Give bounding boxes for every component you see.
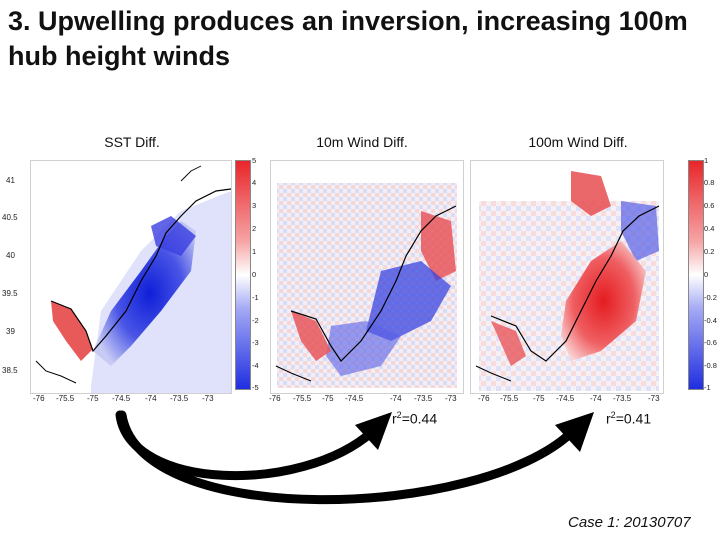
cb-tick: 0.6	[704, 201, 715, 210]
wind100m-x-tick: -74	[590, 394, 602, 403]
colorbar-10m-ticks: 5 4 3 2 1 0 -1 -2 -3 -4 -5	[252, 156, 278, 392]
cb-tick: -1	[704, 383, 711, 392]
arrow-sst-to-10m	[115, 410, 377, 481]
cb-tick: 1	[252, 247, 257, 256]
sst-x-tick: -75.5	[56, 394, 75, 403]
r2-value: =0.41	[615, 410, 652, 427]
wind10m-diff-map	[270, 160, 464, 394]
cb-tick: 0.4	[704, 224, 715, 233]
wind100m-x-tick: -75	[533, 394, 545, 403]
cb-tick: 3	[252, 201, 257, 210]
r2-100m: r2=0.41	[606, 410, 651, 427]
arrow-head-100m	[555, 412, 594, 452]
slide-title: 3. Upwelling produces an inversion, incr…	[8, 6, 688, 71]
cb-tick: -0.4	[704, 316, 717, 325]
sst-y-tick: 40.5	[2, 213, 18, 222]
wind10m-x-tick: -75.5	[293, 394, 312, 403]
sst-x-tick: -73	[202, 394, 214, 403]
wind10m-x-tick: -74.5	[345, 394, 364, 403]
wind10m-x-tick: -73.5	[414, 394, 433, 403]
cb-tick: 1	[704, 156, 709, 165]
wind100m-x-tick: -75.5	[500, 394, 519, 403]
sst-y-tick: 40	[6, 251, 15, 260]
sst-y-tick: 39	[6, 327, 15, 336]
sst-diff-map	[30, 160, 232, 394]
sst-y-tick: 38.5	[2, 366, 18, 375]
panel-label-sst: SST Diff.	[104, 134, 160, 150]
cb-tick: 2	[252, 224, 257, 233]
wind100m-x-tick: -74.5	[556, 394, 575, 403]
r2-value: =0.44	[401, 410, 438, 427]
cb-tick: -4	[252, 361, 259, 370]
cb-tick: 4	[252, 178, 257, 187]
wind100m-x-tick: -76	[478, 394, 490, 403]
r2-10m: r2=0.44	[392, 410, 437, 427]
panel-label-100m: 100m Wind Diff.	[528, 134, 628, 150]
wind10m-x-tick: -75	[322, 394, 334, 403]
cb-tick: -2	[252, 316, 259, 325]
sst-x-tick: -76	[33, 394, 45, 403]
r2-symbol: r	[606, 410, 611, 427]
case-label: Case 1: 20130707	[568, 514, 691, 531]
r2-exp: 2	[396, 410, 402, 420]
wind100m-x-tick: -73	[648, 394, 660, 403]
wind10m-x-tick: -74	[390, 394, 402, 403]
cb-tick: -0.6	[704, 338, 717, 347]
colorbar-100m	[688, 160, 704, 390]
panel-label-10m: 10m Wind Diff.	[316, 134, 408, 150]
cb-tick: -0.2	[704, 293, 717, 302]
r2-symbol: r	[392, 410, 397, 427]
sst-x-tick: -74	[145, 394, 157, 403]
cb-tick: 5	[252, 156, 257, 165]
cb-tick: 0	[704, 270, 709, 279]
sst-x-tick: -73.5	[170, 394, 189, 403]
colorbar-10m	[235, 160, 251, 390]
colorbar-100m-ticks: 1 0.8 0.6 0.4 0.2 0 -0.2 -0.4 -0.6 -0.8 …	[704, 156, 720, 392]
wind100m-diff-map	[470, 160, 664, 394]
arrow-sst-to-100m	[117, 410, 577, 505]
sst-x-tick: -74.5	[112, 394, 131, 403]
cb-tick: -0.8	[704, 361, 717, 370]
sst-x-tick: -75	[87, 394, 99, 403]
cb-tick: -1	[252, 293, 259, 302]
cb-tick: 0.2	[704, 247, 715, 256]
cb-tick: 0	[252, 270, 257, 279]
sst-y-tick: 41	[6, 176, 15, 185]
arrow-head-10m	[355, 412, 392, 450]
wind10m-x-tick: -76	[269, 394, 281, 403]
cb-tick: -5	[252, 383, 259, 392]
wind10m-x-tick: -73	[445, 394, 457, 403]
r2-exp: 2	[610, 410, 616, 420]
sst-y-tick: 39.5	[2, 289, 18, 298]
cb-tick: -3	[252, 338, 259, 347]
wind100m-x-tick: -73.5	[613, 394, 632, 403]
cb-tick: 0.8	[704, 178, 715, 187]
